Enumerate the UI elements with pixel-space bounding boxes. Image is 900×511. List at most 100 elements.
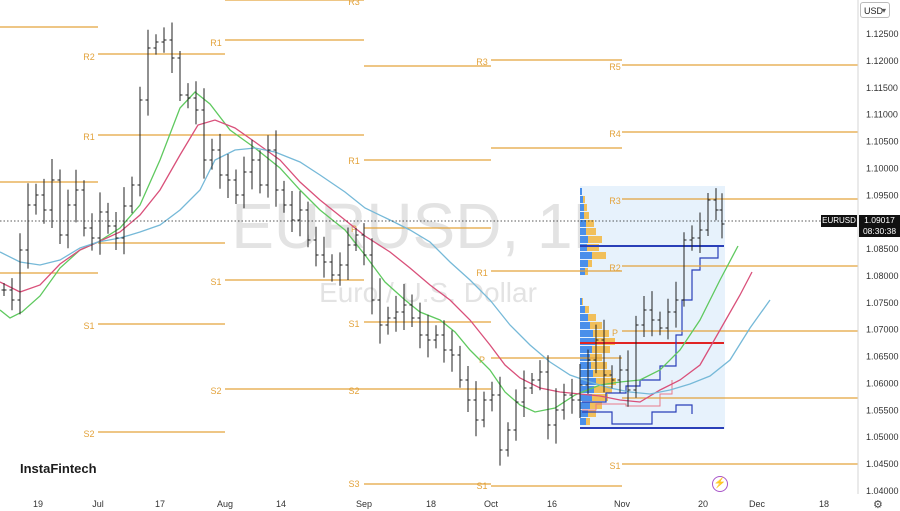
- pivot-label: P: [351, 224, 357, 234]
- vp-bar-up: [580, 298, 582, 305]
- time-tick-label: 19: [33, 499, 43, 509]
- price-axis: 1.12500 1.12000 1.11500 1.11000 1.10500 1.100…: [866, 29, 899, 496]
- vp-bar-down: [587, 244, 599, 251]
- vp-bar-up: [580, 252, 592, 259]
- ohlc-bar: [673, 281, 679, 328]
- ohlc-bar: [41, 178, 47, 224]
- flash-icon[interactable]: ⚡: [712, 476, 728, 492]
- ohlc-bar: [369, 238, 375, 315]
- vp-bar-down: [584, 212, 589, 219]
- ohlc-bar: [345, 227, 351, 280]
- time-tick-label: Jul: [92, 499, 104, 509]
- vp-bar-down: [588, 410, 596, 417]
- vp-bar-down: [586, 220, 594, 227]
- ohlc-bar: [553, 388, 559, 444]
- ohlc-bar: [201, 88, 207, 179]
- ohlc-bar: [409, 294, 415, 327]
- price-tick-label: 1.11500: [866, 83, 898, 93]
- ohlc-bar: [449, 330, 455, 372]
- ohlc-bar: [313, 226, 319, 267]
- vp-bar-up: [580, 418, 586, 425]
- vp-bar-down: [588, 260, 592, 267]
- ohlc-bar: [441, 320, 447, 363]
- vp-bar-up: [580, 236, 588, 243]
- currency-label: USD: [864, 6, 884, 16]
- ohlc-bar: [241, 156, 247, 209]
- pivot-label: R1: [476, 268, 488, 278]
- ohlc-bar: [649, 291, 655, 337]
- price-tick-label: 1.11000: [866, 110, 898, 120]
- pivot-levels: R3 R2 R1 R1 R1 R3 R5 S1 S1 P R1 R4 S1 S2 S2 S2 P R3 R2 S3 S1…: [0, 0, 858, 491]
- ohlc-bar: [377, 278, 383, 344]
- pivot-label: S3: [348, 479, 359, 489]
- time-tick-label: Oct: [484, 499, 499, 509]
- time-tick-label: 18: [819, 499, 829, 509]
- vwap-lower: [582, 404, 693, 425]
- pivot-label: R5: [609, 62, 621, 72]
- currency-selector[interactable]: USD ▾: [860, 2, 890, 18]
- ohlc-bar: [73, 169, 79, 223]
- vp-bar-down: [586, 228, 596, 235]
- ohlc-bar: [297, 191, 303, 237]
- ohlc-bar: [129, 176, 135, 214]
- ohlc-bar: [529, 373, 535, 394]
- ohlc-bar: [537, 360, 543, 391]
- ohlc-bar: [89, 213, 95, 251]
- vp-bar-down: [583, 196, 585, 203]
- vp-bar-up: [580, 346, 592, 353]
- ohlc-bar: [665, 298, 671, 340]
- vp-bar-down: [591, 362, 607, 369]
- price-tick-label: 1.04500: [866, 459, 899, 469]
- ohlc-bar: [281, 180, 287, 213]
- ohlc-bars: [1, 22, 725, 466]
- price-tick-label: 1.05500: [866, 405, 899, 415]
- vp-bar-up: [580, 410, 588, 417]
- time-tick-label: Nov: [614, 499, 631, 509]
- ohlc-bar: [393, 295, 399, 332]
- chevron-down-icon: ▾: [881, 6, 886, 15]
- ohlc-bar: [209, 138, 215, 170]
- ohlc-bar: [569, 378, 575, 414]
- vp-bar-up: [580, 394, 592, 401]
- pivot-label: P: [612, 328, 618, 338]
- vp-bar-up: [580, 330, 593, 337]
- vp-bar-up: [580, 188, 582, 195]
- vp-bar-down: [592, 252, 606, 259]
- ohlc-bar: [489, 381, 495, 412]
- ohlc-bar: [545, 355, 551, 440]
- price-tick-label: 1.05000: [866, 432, 899, 442]
- pivot-label: S2: [83, 429, 94, 439]
- vp-bar-down: [592, 394, 608, 401]
- vp-bar-down: [593, 330, 609, 337]
- gear-icon[interactable]: ⚙: [873, 499, 883, 511]
- pivot-label: S1: [476, 481, 487, 491]
- vp-bar-down: [588, 314, 596, 321]
- ohlc-bar: [497, 376, 503, 466]
- time-tick-label: Dec: [749, 499, 766, 509]
- ohlc-bar: [65, 189, 71, 249]
- moving-averages: [0, 91, 771, 413]
- pivot-label: S1: [348, 319, 359, 329]
- ohlc-bar: [161, 27, 167, 53]
- ohlc-bar: [625, 350, 631, 407]
- price-tick-label: 1.08500: [866, 244, 899, 254]
- ohlc-bar: [185, 83, 191, 109]
- vp-bar-down: [585, 306, 589, 313]
- ohlc-bar: [361, 223, 367, 266]
- ohlc-bar: [145, 29, 151, 116]
- ohlc-bar: [113, 212, 119, 250]
- ohlc-bar: [705, 193, 711, 236]
- ohlc-bar: [417, 302, 423, 349]
- price-tick-label: 1.09500: [866, 190, 899, 200]
- vp-bar-up: [580, 322, 590, 329]
- ohlc-bar: [177, 51, 183, 101]
- vp-bar-up: [580, 402, 590, 409]
- vp-bar-up: [580, 314, 588, 321]
- ohlc-bar: [401, 284, 407, 330]
- moving-average-line: [0, 119, 753, 403]
- ohlc-bar: [153, 34, 159, 55]
- pivot-label: P: [479, 355, 485, 365]
- ohlc-bar: [521, 370, 527, 417]
- pivot-label: R3: [476, 57, 488, 67]
